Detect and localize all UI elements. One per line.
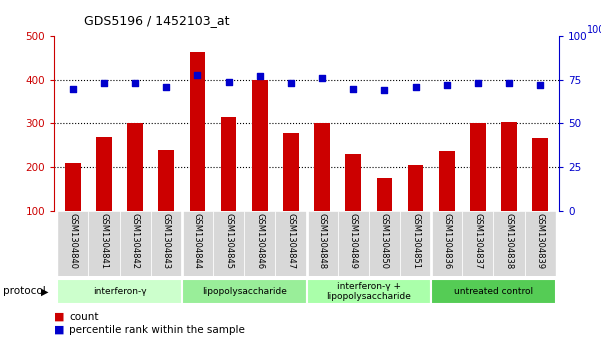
Bar <box>314 123 330 211</box>
FancyBboxPatch shape <box>182 279 307 303</box>
Point <box>99 81 109 86</box>
FancyBboxPatch shape <box>431 211 462 276</box>
FancyBboxPatch shape <box>57 211 88 276</box>
Text: GSM1304843: GSM1304843 <box>162 212 171 269</box>
Point <box>349 86 358 91</box>
FancyBboxPatch shape <box>275 211 307 276</box>
Text: lipopolysaccharide: lipopolysaccharide <box>202 287 287 296</box>
FancyBboxPatch shape <box>88 211 120 276</box>
FancyBboxPatch shape <box>57 279 182 303</box>
FancyBboxPatch shape <box>307 211 338 276</box>
Bar <box>159 150 174 211</box>
Text: interferon-γ: interferon-γ <box>93 287 147 296</box>
Text: ■: ■ <box>54 325 64 335</box>
Text: GSM1304849: GSM1304849 <box>349 212 358 269</box>
Text: GSM1304837: GSM1304837 <box>474 212 483 269</box>
Text: ▶: ▶ <box>41 286 48 296</box>
Point <box>193 72 203 78</box>
FancyBboxPatch shape <box>244 211 275 276</box>
Point <box>504 81 514 86</box>
FancyBboxPatch shape <box>151 211 182 276</box>
Bar <box>190 52 205 211</box>
Text: GSM1304838: GSM1304838 <box>505 212 514 269</box>
Text: GSM1304846: GSM1304846 <box>255 212 264 269</box>
FancyBboxPatch shape <box>400 211 431 276</box>
Point <box>162 84 171 90</box>
Bar <box>532 138 548 211</box>
FancyBboxPatch shape <box>213 211 244 276</box>
Text: GSM1304848: GSM1304848 <box>317 212 326 269</box>
FancyBboxPatch shape <box>307 279 431 303</box>
Bar <box>439 151 454 211</box>
Text: GSM1304850: GSM1304850 <box>380 212 389 269</box>
Bar <box>408 165 423 211</box>
Text: GSM1304839: GSM1304839 <box>535 212 545 269</box>
Text: 100%: 100% <box>587 25 601 34</box>
FancyBboxPatch shape <box>120 211 151 276</box>
Text: GSM1304844: GSM1304844 <box>193 212 202 269</box>
Text: ■: ■ <box>54 312 64 322</box>
FancyBboxPatch shape <box>462 211 493 276</box>
Bar <box>96 137 112 211</box>
Bar <box>252 80 267 211</box>
FancyBboxPatch shape <box>369 211 400 276</box>
Text: percentile rank within the sample: percentile rank within the sample <box>69 325 245 335</box>
Point <box>442 82 451 88</box>
Point <box>410 84 420 90</box>
FancyBboxPatch shape <box>182 211 213 276</box>
Point <box>130 81 140 86</box>
FancyBboxPatch shape <box>493 211 525 276</box>
Point <box>224 79 233 85</box>
Text: GSM1304842: GSM1304842 <box>130 212 139 269</box>
Text: GSM1304851: GSM1304851 <box>411 212 420 269</box>
Text: GSM1304836: GSM1304836 <box>442 212 451 269</box>
Bar <box>127 123 143 211</box>
Point <box>317 75 327 81</box>
Bar <box>470 123 486 211</box>
Point <box>473 81 483 86</box>
Bar <box>221 117 236 211</box>
FancyBboxPatch shape <box>338 211 369 276</box>
Text: GDS5196 / 1452103_at: GDS5196 / 1452103_at <box>84 14 230 27</box>
Text: untreated control: untreated control <box>454 287 533 296</box>
Text: GSM1304840: GSM1304840 <box>69 212 78 269</box>
Point <box>286 81 296 86</box>
Bar <box>501 122 517 211</box>
Point <box>68 86 78 91</box>
Text: GSM1304841: GSM1304841 <box>99 212 108 269</box>
Text: count: count <box>69 312 99 322</box>
Point <box>380 87 389 93</box>
FancyBboxPatch shape <box>525 211 556 276</box>
Point <box>255 73 264 79</box>
Text: interferon-γ +
lipopolysaccharide: interferon-γ + lipopolysaccharide <box>326 282 411 301</box>
Bar <box>346 154 361 211</box>
Bar <box>65 163 81 211</box>
Text: protocol: protocol <box>3 286 46 296</box>
Point <box>535 82 545 88</box>
Bar <box>377 178 392 211</box>
Text: GSM1304847: GSM1304847 <box>287 212 296 269</box>
Bar <box>283 134 299 211</box>
FancyBboxPatch shape <box>431 279 556 303</box>
Text: GSM1304845: GSM1304845 <box>224 212 233 269</box>
